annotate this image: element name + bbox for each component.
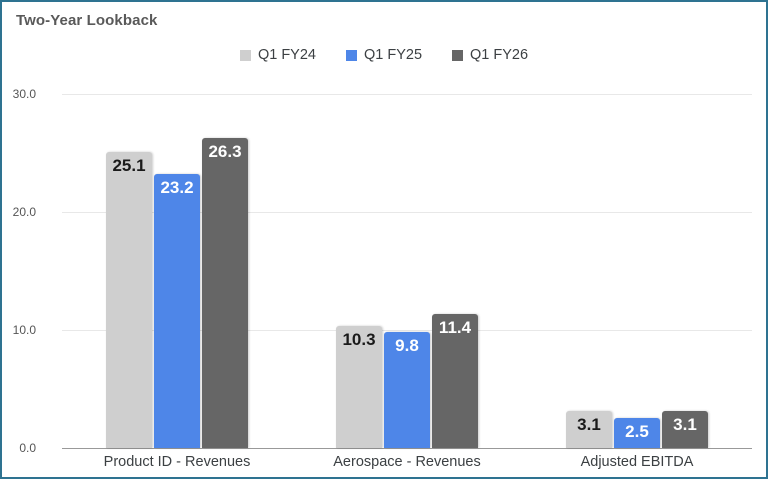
bar-group-product-id-revenues: 25.1 23.2 26.3 Product ID - Revenues: [62, 94, 292, 470]
bar-q1-fy24[interactable]: 25.1: [106, 152, 152, 448]
gridline-10: [62, 330, 752, 331]
bar-q1-fy25[interactable]: 9.8: [384, 332, 430, 448]
bar-value-label: 23.2: [160, 178, 194, 197]
gridline-30: [62, 94, 752, 95]
y-axis-tick-30: 30.0: [12, 87, 36, 101]
gridline-20: [62, 212, 752, 213]
bar-value-label: 10.3: [342, 330, 376, 349]
bar-group-adjusted-ebitda: 3.1 2.5 3.1 Adjusted EBITDA: [522, 94, 752, 470]
legend-label: Q1 FY25: [363, 47, 423, 63]
chart-title: Two-Year Lookback: [16, 12, 158, 29]
bar-value-label: 11.4: [438, 318, 472, 337]
bar-q1-fy25[interactable]: 2.5: [614, 418, 660, 448]
bar-group-bars: 10.3 9.8 11.4: [292, 94, 522, 448]
y-axis-tick-0: 0.0: [19, 441, 36, 455]
legend-label: Q1 FY26: [470, 47, 529, 63]
x-axis-label-adjusted-ebitda: Adjusted EBITDA: [580, 454, 694, 470]
legend-swatch-icon: [239, 49, 251, 61]
bar-q1-fy24[interactable]: 3.1: [566, 411, 612, 448]
bar-q1-fy26[interactable]: 26.3: [202, 138, 248, 448]
bar-group-bars: 3.1 2.5 3.1: [522, 94, 752, 448]
y-axis-tick-20: 20.0: [12, 205, 36, 219]
bar-group-aerospace-revenues: 10.3 9.8 11.4 Aerospace - Revenues: [292, 94, 522, 470]
plot-area: 30.0 20.0 10.0 0.0 25.1 23.2 26.3 Produc…: [13, 87, 752, 470]
bar-q1-fy24[interactable]: 10.3: [336, 326, 382, 448]
bar-value-label: 25.1: [112, 156, 146, 175]
legend-swatch-icon: [452, 49, 464, 61]
bar-value-label: 3.1: [673, 415, 697, 434]
legend-item-q1-fy26[interactable]: Q1 FY26: [452, 47, 528, 63]
legend-item-q1-fy24[interactable]: Q1 FY24: [239, 47, 316, 63]
legend-item-q1-fy25[interactable]: Q1 FY25: [345, 47, 423, 63]
bar-value-label: 3.1: [577, 415, 601, 434]
legend-label: Q1 FY24: [257, 47, 316, 63]
bar-q1-fy25[interactable]: 23.2: [154, 174, 200, 448]
bar-value-label: 26.3: [208, 142, 242, 161]
gridline-baseline: [62, 448, 752, 449]
bar-value-label: 9.8: [395, 336, 419, 355]
x-axis-label-product-id-revenues: Product ID - Revenues: [103, 454, 251, 470]
bar-q1-fy26[interactable]: 3.1: [662, 411, 708, 448]
chart-legend: Q1 FY24 Q1 FY25 Q1 FY26: [2, 47, 766, 63]
legend-swatch-icon: [345, 49, 357, 61]
x-axis-label-aerospace-revenues: Aerospace - Revenues: [333, 454, 481, 470]
bar-q1-fy26[interactable]: 11.4: [432, 314, 478, 448]
bar-value-label: 2.5: [625, 422, 649, 441]
y-axis-tick-10: 10.0: [12, 323, 36, 337]
bar-group-bars: 25.1 23.2 26.3: [62, 94, 292, 448]
